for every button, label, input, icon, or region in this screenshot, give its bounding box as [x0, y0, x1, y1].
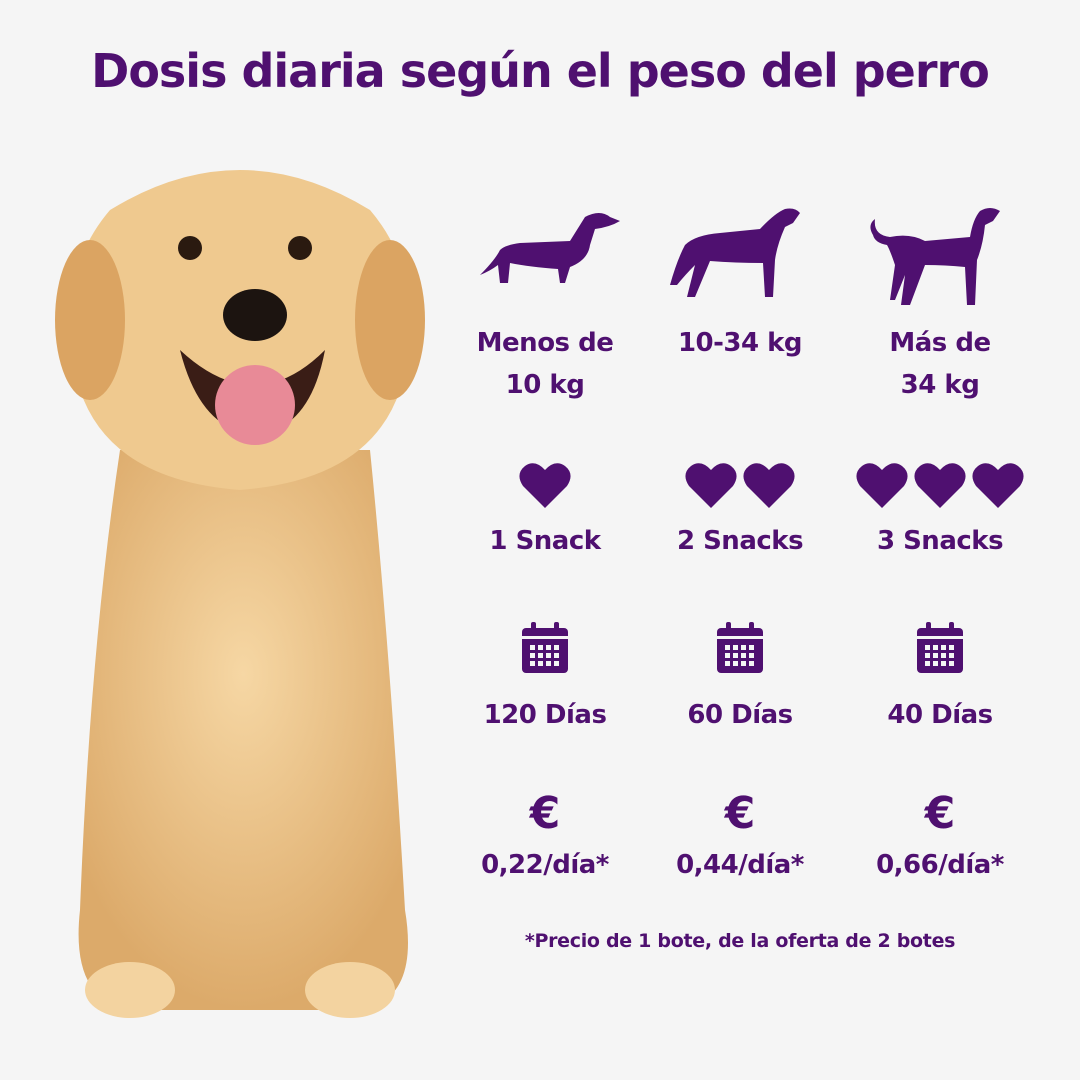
golden-retriever-photo [55, 170, 425, 1018]
calendar-icon [916, 622, 964, 678]
days-label: 40 Días [887, 700, 993, 730]
euro-icon: € [924, 788, 956, 839]
price-per-day: 0,44/día* [676, 850, 804, 880]
dose-column-3: Más de 34 kg 3 Snacks 40 Días € 0,66/día* [840, 0, 1040, 1080]
price-per-day: 0,66/día* [876, 850, 1004, 880]
weight-label: 10-34 kg [677, 328, 803, 358]
page-title: Dosis diaria según el peso del perro [91, 44, 990, 98]
euro-icon: € [529, 788, 561, 839]
medium-dog-silhouette-icon [670, 208, 800, 297]
price-footnote: *Precio de 1 bote, de la oferta de 2 bot… [524, 930, 956, 952]
snack-hearts [425, 462, 665, 508]
heart-icon [972, 463, 1024, 508]
heart-icon [743, 463, 795, 508]
calendar-icon [521, 622, 569, 678]
snack-hearts [620, 462, 860, 508]
calendar-icon [716, 622, 764, 678]
large-dog-silhouette-icon [870, 208, 1000, 305]
dachshund-silhouette-icon [480, 213, 620, 283]
snack-hearts [820, 462, 1060, 508]
heart-icon [685, 463, 737, 508]
snack-count: 2 Snacks [676, 526, 804, 556]
euro-icon: € [724, 788, 756, 839]
dose-column-1: Menos de 10 kg 1 Snack 120 Días € 0,22/dí… [445, 0, 645, 1080]
weight-label: Más de 34 kg [889, 328, 991, 400]
days-label: 60 Días [687, 700, 793, 730]
weight-label: Menos de 10 kg [476, 328, 614, 400]
snack-count: 3 Snacks [876, 526, 1004, 556]
snack-count: 1 Snack [489, 526, 601, 556]
heart-icon [856, 463, 908, 508]
price-per-day: 0,22/día* [481, 850, 609, 880]
heart-icon [914, 463, 966, 508]
heart-icon [519, 463, 571, 508]
days-label: 120 Días [483, 700, 607, 730]
dose-column-2: 10-34 kg 2 Snacks 60 Días € 0,44/día* [640, 0, 840, 1080]
